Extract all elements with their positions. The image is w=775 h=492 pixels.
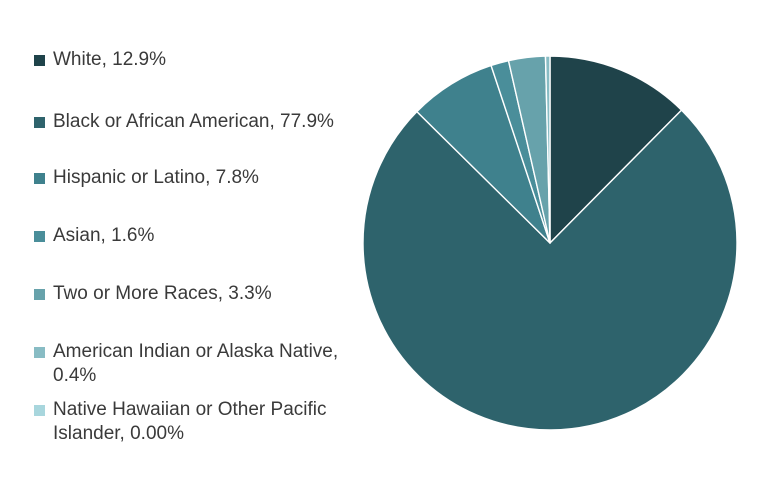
pie-slice-5 [544, 55, 551, 244]
legend-item-black-or-african-american: Black or African American, 77.9% [34, 110, 334, 134]
legend-item-american-indian-or-alaska-native: American Indian or Alaska Native, 0.4% [34, 340, 363, 388]
legend-label-two-or-more-races: Two or More Races, 3.3% [53, 283, 272, 304]
legend-swatch-black-or-african-american [34, 117, 45, 128]
legend-label-asian: Asian, 1.6% [53, 225, 155, 246]
legend-swatch-american-indian-or-alaska-native [34, 347, 45, 358]
pie-slice-0 [549, 55, 683, 244]
legend-item-native-hawaiian-or-other-pacific-islander: Native Hawaiian or Other Pacific Islande… [34, 398, 363, 446]
legend-swatch-asian [34, 231, 45, 242]
legend-label-american-indian-or-alaska-native: American Indian or Alaska Native, 0.4% [53, 341, 339, 386]
legend-item-asian: Asian, 1.6% [34, 224, 154, 248]
legend-swatch-two-or-more-races [34, 289, 45, 300]
legend-label-native-hawaiian-or-other-pacific-islander: Native Hawaiian or Other Pacific Islande… [53, 399, 327, 444]
legend-swatch-native-hawaiian-or-other-pacific-islander [34, 405, 45, 416]
legend-label-black-or-african-american: Black or African American, 77.9% [53, 111, 334, 132]
legend-item-two-or-more-races: Two or More Races, 3.3% [34, 282, 272, 306]
legend-swatch-hispanic-or-latino [34, 173, 45, 184]
legend-label-hispanic-or-latino: Hispanic or Latino, 7.8% [53, 167, 259, 188]
legend-item-hispanic-or-latino: Hispanic or Latino, 7.8% [34, 166, 259, 190]
pie-slice-1 [362, 109, 738, 431]
legend-swatch-white [34, 55, 45, 66]
legend-label-white: White, 12.9% [53, 49, 166, 70]
legend-item-white: White, 12.9% [34, 48, 166, 72]
